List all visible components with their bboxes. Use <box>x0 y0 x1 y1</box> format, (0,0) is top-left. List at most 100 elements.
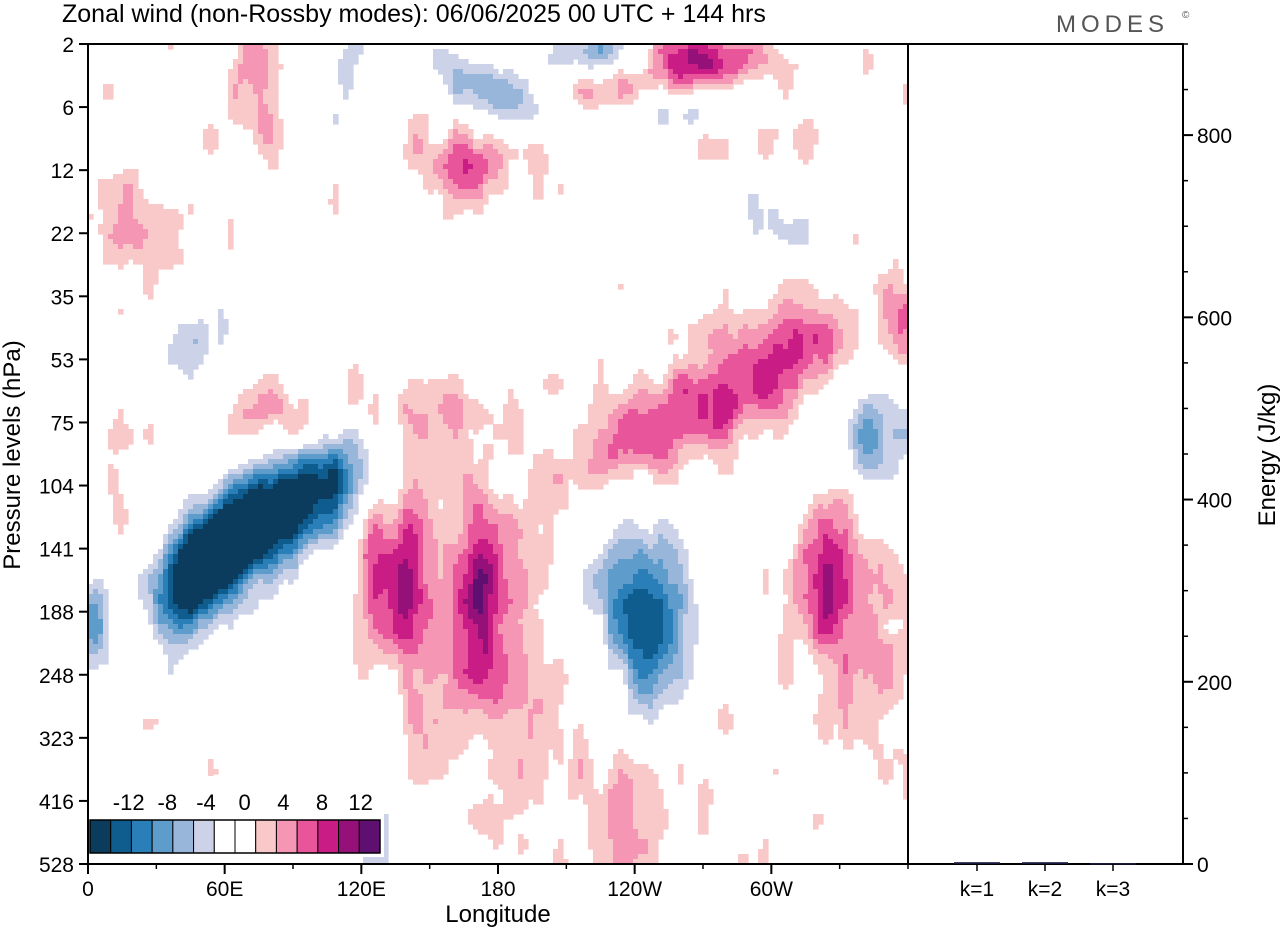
heatmap-cell <box>163 579 169 585</box>
heatmap-cell <box>98 609 104 615</box>
heatmap-cell <box>393 614 404 620</box>
heatmap-cell <box>883 419 909 425</box>
heatmap-cell <box>258 144 284 150</box>
heatmap-cell <box>423 529 434 535</box>
heatmap-cell <box>843 659 849 665</box>
heatmap-cell <box>758 849 769 855</box>
heatmap-cell <box>733 334 739 340</box>
heatmap-cell <box>143 434 154 440</box>
heatmap-cell <box>758 344 774 350</box>
heatmap-cell <box>198 629 214 635</box>
heatmap-cell <box>353 614 364 620</box>
heatmap-cell <box>793 559 804 565</box>
heatmap-cell <box>818 664 839 670</box>
heatmap-cell <box>498 534 524 540</box>
heatmap-cell <box>453 179 484 185</box>
heatmap-cell <box>798 389 819 395</box>
heatmap-cell <box>788 414 799 420</box>
heatmap-cell <box>113 424 129 430</box>
heatmap-cell <box>183 624 199 630</box>
heatmap-cell <box>593 574 609 580</box>
heatmap-cell <box>653 669 664 675</box>
x-tick-label: 60W <box>750 878 793 901</box>
heatmap-cell <box>753 389 774 395</box>
heatmap-cell <box>883 449 909 455</box>
heatmap-cell <box>653 54 664 60</box>
heatmap-cell <box>638 369 644 375</box>
heatmap-cell <box>483 154 504 160</box>
heatmap-cell <box>483 584 494 590</box>
heatmap-cell <box>813 629 819 635</box>
heatmap-cell <box>483 144 494 150</box>
heatmap-cell <box>233 119 259 125</box>
heatmap-cell <box>803 559 819 565</box>
heatmap-cell <box>708 54 719 60</box>
heatmap-cell <box>668 644 679 650</box>
heatmap-cell <box>493 619 504 625</box>
heatmap-cell <box>673 359 709 365</box>
heatmap-cell <box>608 789 634 795</box>
heatmap-cell <box>433 519 464 525</box>
heatmap-cell <box>573 729 584 735</box>
heatmap-cell <box>613 49 619 55</box>
heatmap-cell <box>358 574 364 580</box>
heatmap-cell <box>683 634 699 640</box>
heatmap-cell <box>818 339 834 345</box>
heatmap-cell <box>463 709 469 715</box>
heatmap-cell <box>613 854 639 860</box>
heatmap-cell <box>688 329 714 335</box>
heatmap-cell <box>378 554 419 560</box>
heatmap-cell <box>878 334 894 340</box>
heatmap-cell <box>668 649 679 655</box>
heatmap-cell <box>273 579 284 585</box>
heatmap-cell <box>488 609 499 615</box>
heatmap-cell <box>778 309 819 315</box>
heatmap-cell <box>458 534 469 540</box>
heatmap-cell <box>363 614 374 620</box>
heatmap-cell <box>723 64 744 70</box>
heatmap-cell <box>528 604 534 610</box>
heatmap-cell <box>853 609 874 615</box>
heatmap-cell <box>363 534 369 540</box>
colorbar-label: 8 <box>316 790 328 815</box>
heatmap-cell <box>608 539 619 545</box>
heatmap-cell <box>518 554 554 560</box>
heatmap-cell <box>428 594 454 600</box>
heatmap-cell <box>758 149 774 155</box>
heatmap-cell <box>678 459 689 465</box>
heatmap-cell <box>363 574 369 580</box>
heatmap-cell <box>88 624 104 630</box>
heatmap-cell <box>618 629 629 635</box>
heatmap-cell <box>448 174 484 180</box>
heatmap-cell <box>683 564 689 570</box>
heatmap-cell <box>608 419 619 425</box>
heatmap-cell <box>408 419 429 425</box>
heatmap-cell <box>883 289 894 295</box>
heatmap-cell <box>888 604 909 610</box>
heatmap-cell <box>903 304 909 310</box>
heatmap-cell <box>223 474 229 480</box>
heatmap-cell <box>533 454 554 460</box>
heatmap-cell <box>803 339 814 345</box>
heatmap-cell <box>843 344 859 350</box>
heatmap-cell <box>853 529 859 535</box>
heatmap-cell <box>903 619 909 625</box>
heatmap-cell <box>408 379 424 385</box>
heatmap-cell <box>253 569 274 575</box>
heatmap-cell <box>783 604 799 610</box>
heatmap-cell <box>718 54 749 60</box>
heatmap-cell <box>338 459 344 465</box>
heatmap-cell <box>673 634 679 640</box>
heatmap-cell <box>293 549 299 555</box>
heatmap-cell <box>208 489 219 495</box>
heatmap-cell <box>658 559 664 565</box>
heatmap-cell <box>903 624 909 630</box>
heatmap-cell <box>743 324 749 330</box>
heatmap-cell <box>668 364 689 370</box>
heatmap-cell <box>398 524 409 530</box>
heatmap-cell <box>223 489 229 495</box>
heatmap-cell <box>273 449 299 455</box>
heatmap-cell <box>503 644 524 650</box>
heatmap-cell <box>403 429 414 435</box>
heatmap-cell <box>588 839 614 845</box>
